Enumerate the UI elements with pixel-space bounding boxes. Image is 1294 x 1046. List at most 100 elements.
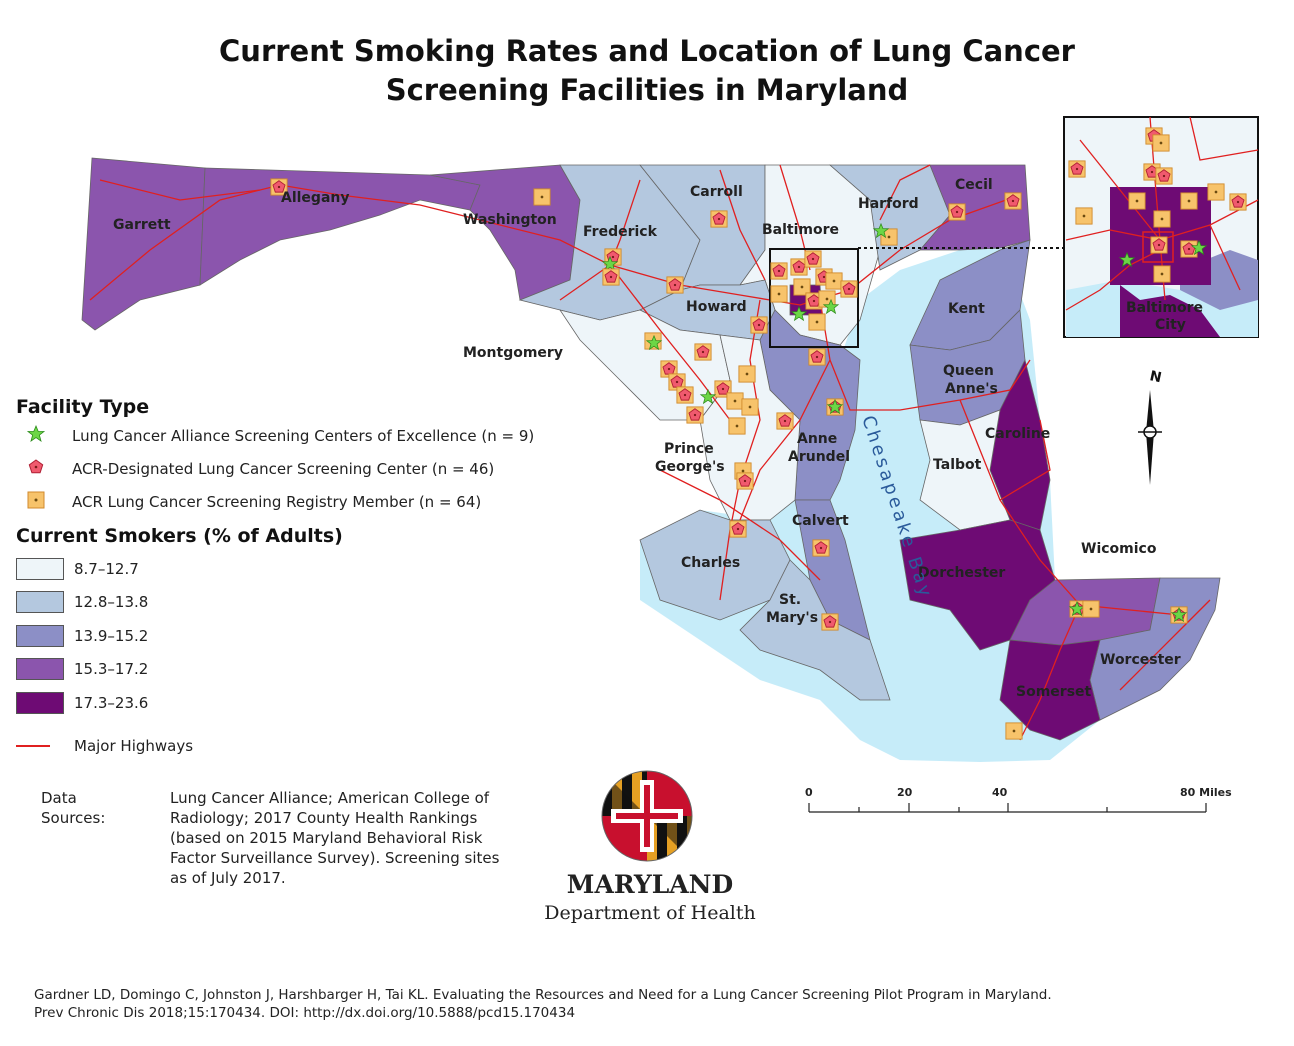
maryland-logo-department: Department of Health	[544, 902, 756, 924]
label-worcester: Worcester	[1100, 652, 1181, 668]
legend-acr-center-label: ACR-Designated Lung Cancer Screening Cen…	[72, 460, 495, 478]
county-allegany	[199, 167, 481, 286]
acr-center-marker	[676, 386, 694, 404]
svg-text:N: N	[1148, 368, 1163, 386]
scale-label-40: 40	[992, 786, 1008, 799]
registry-marker	[533, 188, 551, 206]
class-4-label: 15.3–17.2	[74, 660, 149, 678]
label-cecil: Cecil	[955, 177, 993, 193]
acr-center-marker	[694, 343, 712, 361]
acr-center-marker	[776, 412, 794, 430]
legend-class-3: 13.9–15.2	[16, 625, 148, 647]
sources-line: Lung Cancer Alliance; American College o…	[170, 789, 490, 807]
swatch-class-2	[16, 591, 64, 613]
acr-center-marker	[804, 250, 822, 268]
class-1-label: 8.7–12.7	[74, 560, 139, 578]
acr-center-marker	[808, 348, 826, 366]
registry-marker	[728, 417, 746, 435]
label-queen-annes-2: Anne's	[945, 381, 998, 397]
registry-marker	[808, 313, 826, 331]
acr-center-marker	[812, 539, 830, 557]
label-prince-georges-2: George's	[655, 459, 725, 475]
sources-line: (based on 2015 Maryland Behavioral Risk	[170, 829, 483, 847]
scale-label-0: 0	[805, 786, 813, 799]
data-sources-text: Lung Cancer Alliance; American College o…	[170, 788, 550, 888]
county-st-marys	[739, 559, 891, 701]
acr-center-marker	[1004, 192, 1022, 210]
label-allegany: Allegany	[281, 190, 350, 206]
acr-center-marker	[710, 210, 728, 228]
acr-center-marker	[840, 280, 858, 298]
baltimore-inset-locator	[769, 248, 859, 348]
registry-marker	[770, 285, 788, 303]
scale-label-80: 80 Miles	[1180, 786, 1232, 799]
class-5-label: 17.3–23.6	[74, 694, 149, 712]
label-talbot: Talbot	[933, 457, 982, 473]
current-smokers-heading: Current Smokers (% of Adults)	[16, 525, 343, 547]
label-charles: Charles	[681, 555, 740, 571]
label-anne-arundel-1: Anne	[797, 431, 837, 447]
label-wicomico: Wicomico	[1081, 541, 1157, 557]
maryland-logo-name: MARYLAND	[566, 870, 734, 899]
label-caroline: Caroline	[985, 426, 1050, 442]
label-harford: Harford	[858, 196, 919, 212]
acr-center-marker	[686, 406, 704, 424]
label-montgomery: Montgomery	[463, 345, 563, 361]
class-3-label: 13.9–15.2	[74, 627, 149, 645]
label-baltimore: Baltimore	[762, 222, 839, 238]
legend-class-2: 12.8–13.8	[16, 591, 148, 613]
county-somerset	[999, 639, 1101, 741]
baltimore-city-inset	[1063, 116, 1259, 338]
swatch-class-4	[16, 658, 64, 680]
label-somerset: Somerset	[1016, 684, 1092, 700]
map-title-line-2: Screening Facilities in Maryland	[385, 73, 909, 107]
class-2-label: 12.8–13.8	[74, 593, 149, 611]
citation: Gardner LD, Domingo C, Johnston J, Harsh…	[34, 986, 1052, 1022]
registry-marker	[738, 365, 756, 383]
map-title-line-1: Current Smoking Rates and Location of Lu…	[219, 34, 1075, 68]
registry-marker	[825, 272, 843, 290]
legend-loa-label: Lung Cancer Alliance Screening Centers o…	[72, 427, 535, 445]
label-garrett: Garrett	[113, 217, 171, 233]
legend-class-1: 8.7–12.7	[16, 558, 139, 580]
data-sources-label: Data Sources:	[41, 789, 106, 827]
sources-line: Radiology; 2017 County Health Rankings	[170, 809, 478, 827]
pentagon-icon	[26, 457, 72, 481]
acr-center-marker	[821, 613, 839, 631]
label-washington: Washington	[463, 212, 557, 228]
sources-line: as of July 2017.	[170, 869, 286, 887]
scale-bar	[808, 803, 1207, 813]
acr-center-marker	[602, 268, 620, 286]
legend-acr-center-row: ACR-Designated Lung Cancer Screening Cen…	[26, 457, 494, 481]
swatch-class-5	[16, 692, 64, 714]
registry-marker	[1005, 722, 1023, 740]
facility-type-heading: Facility Type	[16, 396, 150, 418]
acr-center-marker	[750, 316, 768, 334]
county-labels: Garrett Allegany Washington Frederick Ca…	[113, 177, 1203, 700]
label-queen-annes-1: Queen	[943, 363, 994, 379]
label-prince-georges-1: Prince	[664, 441, 714, 457]
legend-registry-row: ACR Lung Cancer Screening Registry Membe…	[26, 490, 481, 514]
maryland-flag-logo	[601, 770, 693, 862]
label-baltimore-city-2: City	[1155, 317, 1186, 333]
acr-center-marker	[770, 262, 788, 280]
acr-center-marker	[736, 472, 754, 490]
star-icon	[26, 424, 72, 448]
label-calvert: Calvert	[792, 513, 849, 529]
legend-loa-row: Lung Cancer Alliance Screening Centers o…	[26, 424, 534, 448]
legend-class-5: 17.3–23.6	[16, 692, 148, 714]
label-st-marys-1: St.	[779, 592, 801, 608]
highway-label: Major Highways	[74, 737, 194, 755]
registry-marker	[741, 398, 759, 416]
label-baltimore-city-1: Baltimore	[1126, 300, 1203, 316]
label-anne-arundel-2: Arundel	[788, 449, 850, 465]
sources-line: Factor Surveillance Survey). Screening s…	[170, 849, 500, 867]
registry-marker	[726, 392, 744, 410]
label-frederick: Frederick	[583, 224, 658, 240]
registry-marker	[1082, 600, 1100, 618]
legend-class-4: 15.3–17.2	[16, 658, 148, 680]
county-garrett	[81, 157, 206, 331]
acr-center-marker	[666, 276, 684, 294]
citation-line: Gardner LD, Domingo C, Johnston J, Harsh…	[34, 987, 1052, 1003]
